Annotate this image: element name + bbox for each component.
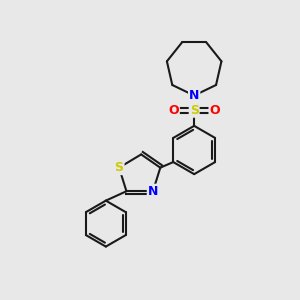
Text: O: O xyxy=(209,104,220,117)
Text: S: S xyxy=(115,161,124,174)
Text: S: S xyxy=(190,104,199,117)
Text: O: O xyxy=(168,104,179,117)
Text: N: N xyxy=(148,185,158,198)
Text: N: N xyxy=(189,89,200,102)
